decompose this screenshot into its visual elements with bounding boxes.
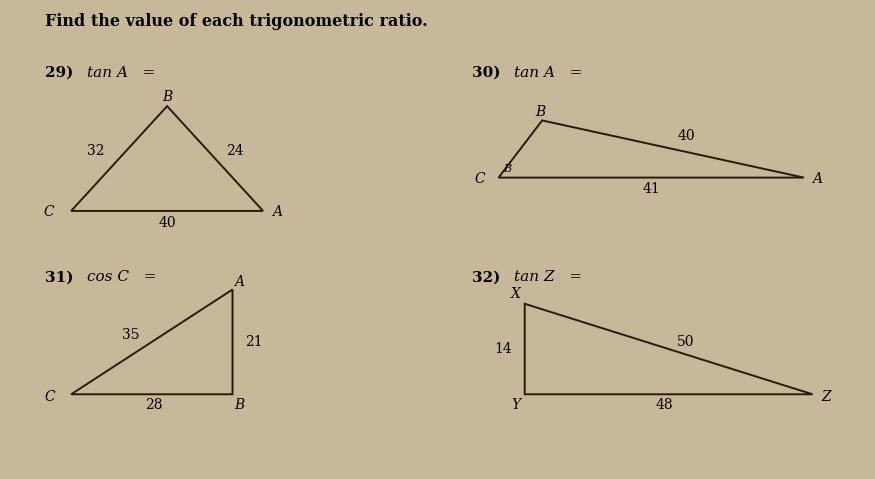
Text: cos C   =: cos C = bbox=[87, 271, 157, 285]
Text: B: B bbox=[234, 398, 245, 412]
Text: 31): 31) bbox=[45, 271, 79, 285]
Text: tan A   =: tan A = bbox=[87, 66, 155, 80]
Text: X: X bbox=[511, 287, 521, 301]
Text: 30): 30) bbox=[473, 66, 506, 80]
Text: 32: 32 bbox=[87, 144, 104, 159]
Text: tan A   =: tan A = bbox=[514, 66, 583, 80]
Text: Z: Z bbox=[822, 389, 831, 404]
Text: 24: 24 bbox=[227, 144, 244, 159]
Text: C: C bbox=[475, 171, 486, 185]
Text: C: C bbox=[45, 389, 55, 404]
Text: 32): 32) bbox=[473, 271, 506, 285]
Text: B: B bbox=[536, 105, 545, 119]
Text: 41: 41 bbox=[642, 182, 660, 196]
Text: Y: Y bbox=[511, 398, 521, 412]
Text: A: A bbox=[813, 171, 822, 185]
Text: 29): 29) bbox=[45, 66, 79, 80]
Text: tan Z   =: tan Z = bbox=[514, 271, 582, 285]
Text: 48: 48 bbox=[655, 398, 673, 412]
Text: A: A bbox=[234, 275, 244, 289]
Text: B: B bbox=[503, 164, 511, 174]
Text: B: B bbox=[162, 90, 172, 103]
Text: 21: 21 bbox=[246, 335, 263, 349]
Text: 35: 35 bbox=[122, 328, 139, 342]
Text: C: C bbox=[43, 205, 53, 219]
Text: A: A bbox=[272, 205, 282, 219]
Text: 28: 28 bbox=[145, 398, 163, 412]
Text: 50: 50 bbox=[677, 335, 695, 349]
Text: Find the value of each trigonometric ratio.: Find the value of each trigonometric rat… bbox=[45, 13, 428, 30]
Text: 40: 40 bbox=[158, 216, 176, 230]
Text: 40: 40 bbox=[677, 129, 695, 143]
Text: 14: 14 bbox=[494, 342, 512, 356]
